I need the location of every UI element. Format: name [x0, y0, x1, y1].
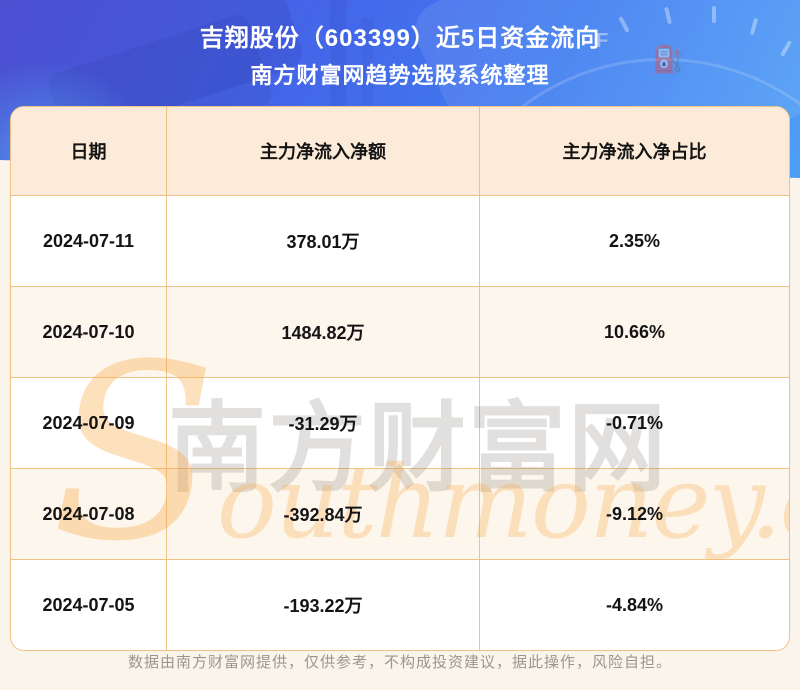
date-cell: 2024-07-05 — [11, 560, 167, 650]
table-row: 2024-07-10 1484.82万 10.66% — [11, 286, 789, 377]
net-inflow-cell: -31.29万 — [167, 378, 480, 468]
date-cell: 2024-07-10 — [11, 287, 167, 377]
table-row: 2024-07-08 -392.84万 -9.12% — [11, 468, 789, 559]
net-inflow-pct-cell: -9.12% — [605, 503, 664, 524]
net-inflow-cell: 1484.82万 — [167, 287, 480, 377]
column-header-net-inflow-pct: 主力净流入净占比 — [480, 107, 789, 195]
table-row: 2024-07-11 378.01万 2.35% — [11, 195, 789, 286]
net-inflow-pct-cell: -0.71% — [605, 412, 664, 433]
date-cell: 2024-07-08 — [11, 469, 167, 559]
net-inflow-cell: -392.84万 — [167, 469, 480, 559]
fund-flow-table: 南方财富网 S outhmoney.com 日期 主力净流入净额 主力净流入净占… — [10, 106, 790, 651]
table-header-row: 日期 主力净流入净额 主力净流入净占比 — [11, 107, 789, 195]
table-row: 2024-07-05 -193.22万 -4.84% — [11, 559, 789, 650]
page-title: 吉翔股份（603399）近5日资金流向 — [199, 25, 601, 52]
net-inflow-pct-cell: -4.84% — [605, 594, 664, 615]
column-header-date: 日期 — [11, 107, 167, 195]
net-inflow-pct-cell: 10.66% — [603, 321, 666, 342]
gauge-tick — [712, 6, 716, 23]
date-cell: 2024-07-09 — [11, 378, 167, 468]
disclaimer-text: 数据由南方财富网提供，仅供参考，不构成投资建议，据此操作，风险自担。 — [127, 654, 672, 671]
net-inflow-cell: 378.01万 — [167, 196, 480, 286]
net-inflow-cell: -193.22万 — [167, 560, 480, 650]
table-row: 2024-07-09 -31.29万 -0.71% — [11, 377, 789, 468]
page-subtitle: 南方财富网趋势选股系统整理 — [250, 63, 550, 88]
net-inflow-pct-cell: 2.35% — [608, 230, 661, 251]
title-block: 吉翔股份（603399）近5日资金流向 南方财富网趋势选股系统整理 — [0, 22, 800, 92]
column-header-net-inflow: 主力净流入净额 — [167, 107, 480, 195]
date-cell: 2024-07-11 — [11, 196, 167, 286]
